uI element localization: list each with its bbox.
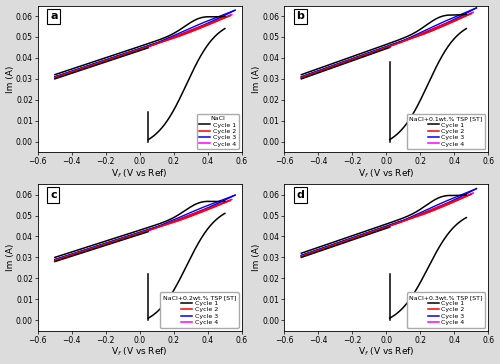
X-axis label: V$_f$ (V vs Ref): V$_f$ (V vs Ref) [112, 346, 168, 359]
X-axis label: V$_f$ (V vs Ref): V$_f$ (V vs Ref) [358, 346, 414, 359]
Legend: Cycle 1, Cycle 2, Cycle 3, Cycle 4: Cycle 1, Cycle 2, Cycle 3, Cycle 4 [196, 114, 238, 149]
Text: a: a [50, 11, 58, 21]
Legend: Cycle 1, Cycle 2, Cycle 3, Cycle 4: Cycle 1, Cycle 2, Cycle 3, Cycle 4 [407, 114, 486, 149]
Y-axis label: Im (A): Im (A) [6, 244, 15, 271]
Text: d: d [296, 190, 304, 200]
Y-axis label: Im (A): Im (A) [6, 65, 15, 92]
X-axis label: V$_f$ (V vs Ref): V$_f$ (V vs Ref) [358, 167, 414, 180]
Legend: Cycle 1, Cycle 2, Cycle 3, Cycle 4: Cycle 1, Cycle 2, Cycle 3, Cycle 4 [407, 292, 486, 328]
Y-axis label: Im (A): Im (A) [252, 65, 261, 92]
Legend: Cycle 1, Cycle 2, Cycle 3, Cycle 4: Cycle 1, Cycle 2, Cycle 3, Cycle 4 [160, 292, 238, 328]
Text: b: b [296, 11, 304, 21]
X-axis label: V$_f$ (V vs Ref): V$_f$ (V vs Ref) [112, 167, 168, 180]
Text: c: c [50, 190, 56, 200]
Y-axis label: Im (A): Im (A) [252, 244, 261, 271]
